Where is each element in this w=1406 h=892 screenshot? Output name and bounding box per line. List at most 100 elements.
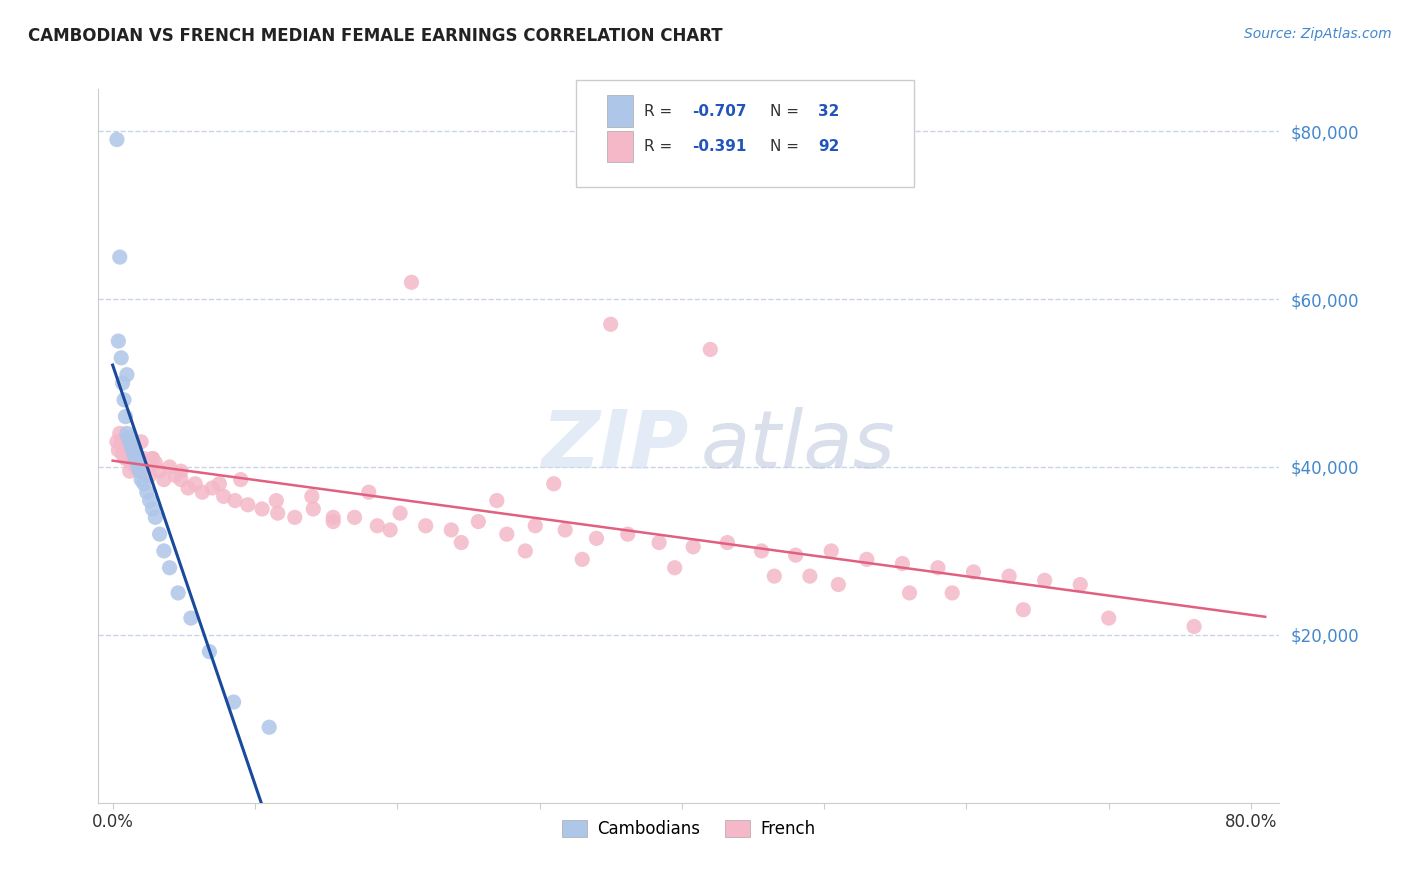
Point bbox=[129, 473, 152, 487]
Point bbox=[153, 544, 176, 558]
Point bbox=[440, 523, 463, 537]
Point bbox=[125, 456, 148, 470]
Point bbox=[120, 456, 142, 470]
Point bbox=[159, 560, 181, 574]
Text: -0.391: -0.391 bbox=[692, 139, 747, 154]
Point bbox=[229, 473, 252, 487]
Point bbox=[543, 476, 565, 491]
Point bbox=[357, 485, 380, 500]
Point bbox=[898, 586, 921, 600]
Point bbox=[108, 250, 131, 264]
Point bbox=[201, 481, 224, 495]
Point bbox=[135, 485, 157, 500]
Point bbox=[138, 468, 160, 483]
Point bbox=[127, 456, 149, 470]
Point bbox=[184, 476, 207, 491]
Point bbox=[114, 409, 136, 424]
Text: Source: ZipAtlas.com: Source: ZipAtlas.com bbox=[1244, 27, 1392, 41]
Text: 92: 92 bbox=[818, 139, 839, 154]
Point bbox=[153, 473, 176, 487]
Point bbox=[664, 560, 686, 574]
Text: ZIP: ZIP bbox=[541, 407, 689, 485]
Point bbox=[120, 439, 142, 453]
Point bbox=[763, 569, 786, 583]
Point bbox=[1033, 574, 1056, 588]
Point bbox=[111, 376, 134, 390]
Point bbox=[941, 586, 963, 600]
Point bbox=[191, 485, 214, 500]
Point bbox=[118, 451, 141, 466]
Point bbox=[118, 434, 141, 449]
Point bbox=[208, 476, 231, 491]
Text: CAMBODIAN VS FRENCH MEDIAN FEMALE EARNINGS CORRELATION CHART: CAMBODIAN VS FRENCH MEDIAN FEMALE EARNIN… bbox=[28, 27, 723, 45]
Point bbox=[1182, 619, 1205, 633]
Point bbox=[998, 569, 1021, 583]
Point bbox=[111, 447, 134, 461]
Point bbox=[257, 720, 280, 734]
Text: R =: R = bbox=[644, 103, 678, 119]
Point bbox=[571, 552, 593, 566]
Point bbox=[682, 540, 704, 554]
Point bbox=[121, 443, 143, 458]
Point bbox=[127, 460, 149, 475]
Point bbox=[250, 502, 273, 516]
Point bbox=[143, 456, 166, 470]
Point bbox=[401, 275, 423, 289]
Point bbox=[415, 518, 437, 533]
Point bbox=[125, 451, 148, 466]
Point bbox=[127, 460, 149, 475]
Point bbox=[118, 464, 141, 478]
Point bbox=[1069, 577, 1091, 591]
Point bbox=[129, 434, 152, 449]
Point bbox=[149, 527, 172, 541]
Point bbox=[112, 439, 135, 453]
Point bbox=[495, 527, 517, 541]
Text: R =: R = bbox=[644, 139, 678, 154]
Point bbox=[648, 535, 671, 549]
Point bbox=[1012, 603, 1035, 617]
Point bbox=[467, 515, 489, 529]
Point bbox=[322, 515, 344, 529]
Text: atlas: atlas bbox=[700, 407, 896, 485]
Point bbox=[177, 481, 200, 495]
Point bbox=[141, 451, 163, 466]
Point bbox=[105, 132, 128, 146]
Point bbox=[224, 493, 246, 508]
Point bbox=[108, 426, 131, 441]
Point bbox=[180, 611, 202, 625]
Legend: Cambodians, French: Cambodians, French bbox=[555, 813, 823, 845]
Point bbox=[114, 451, 136, 466]
Text: N =: N = bbox=[770, 139, 804, 154]
Point bbox=[284, 510, 307, 524]
Text: -0.707: -0.707 bbox=[692, 103, 747, 119]
Point bbox=[112, 443, 135, 458]
Point bbox=[122, 447, 145, 461]
Point bbox=[222, 695, 245, 709]
Point bbox=[115, 426, 138, 441]
Point bbox=[302, 502, 325, 516]
Point bbox=[115, 434, 138, 449]
Point bbox=[301, 489, 323, 503]
Point bbox=[132, 476, 155, 491]
Point bbox=[389, 506, 412, 520]
Point bbox=[141, 502, 163, 516]
Point bbox=[112, 392, 135, 407]
Point bbox=[149, 464, 172, 478]
Point bbox=[170, 473, 193, 487]
Point bbox=[751, 544, 773, 558]
Point bbox=[121, 443, 143, 458]
Point bbox=[124, 460, 146, 475]
Point bbox=[366, 518, 388, 533]
Point bbox=[820, 544, 842, 558]
Point bbox=[827, 577, 849, 591]
Point bbox=[485, 493, 508, 508]
Point bbox=[716, 535, 738, 549]
Point bbox=[378, 523, 401, 537]
Point bbox=[141, 451, 163, 466]
Point bbox=[322, 510, 344, 524]
Point bbox=[927, 560, 949, 574]
Point bbox=[785, 548, 807, 562]
Point bbox=[343, 510, 366, 524]
Point bbox=[117, 443, 139, 458]
Point bbox=[117, 431, 139, 445]
